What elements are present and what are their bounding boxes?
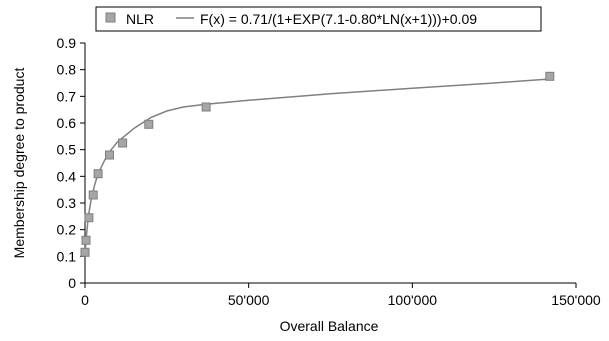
fit-curve — [84, 78, 550, 257]
x-tick-label: 0 — [81, 292, 89, 308]
legend-label-fx: F(x) = 0.71/(1+EXP(7.1-0.80*LN(x+1)))+0.… — [200, 11, 477, 27]
y-tick-label: 0.1 — [57, 248, 77, 264]
data-point — [201, 102, 211, 112]
legend-marker-nlr — [105, 12, 116, 23]
y-axis-title: Membership degree to product — [11, 68, 27, 259]
x-tick-label: 150'000 — [551, 292, 601, 308]
x-tick-label: 50'000 — [228, 292, 270, 308]
legend-box — [95, 6, 542, 32]
data-point — [93, 169, 103, 179]
plot-area: 0 0.1 0.2 0.3 0.4 0.5 0.6 0.7 0.8 0.9 0 50'000 100'0… — [57, 35, 601, 308]
data-point — [105, 150, 114, 160]
y-tick-label: 0 — [68, 275, 76, 291]
y-tick-label: 0.2 — [57, 222, 77, 238]
x-axis-title: Overall Balance — [280, 318, 379, 334]
x-tick-label: 100'000 — [388, 292, 438, 308]
data-point — [81, 235, 91, 245]
data-point — [88, 190, 98, 200]
legend-label-nlr: NLR — [126, 11, 154, 27]
y-tick-label: 0.7 — [57, 88, 77, 104]
data-point — [144, 119, 154, 129]
y-tick-label: 0.9 — [57, 35, 77, 51]
y-tick-label: 0.8 — [57, 62, 77, 78]
data-point — [545, 71, 555, 81]
legend: NLR F(x) = 0.71/(1+EXP(7.1-0.80*LN(x+1))… — [95, 6, 542, 32]
y-tick-label: 0.5 — [57, 142, 77, 158]
y-tick-label: 0.4 — [57, 168, 77, 184]
data-point — [84, 213, 94, 223]
y-tick-label: 0.3 — [57, 195, 77, 211]
data-point — [118, 138, 128, 148]
data-point — [80, 247, 90, 257]
y-tick-label: 0.6 — [57, 115, 77, 131]
